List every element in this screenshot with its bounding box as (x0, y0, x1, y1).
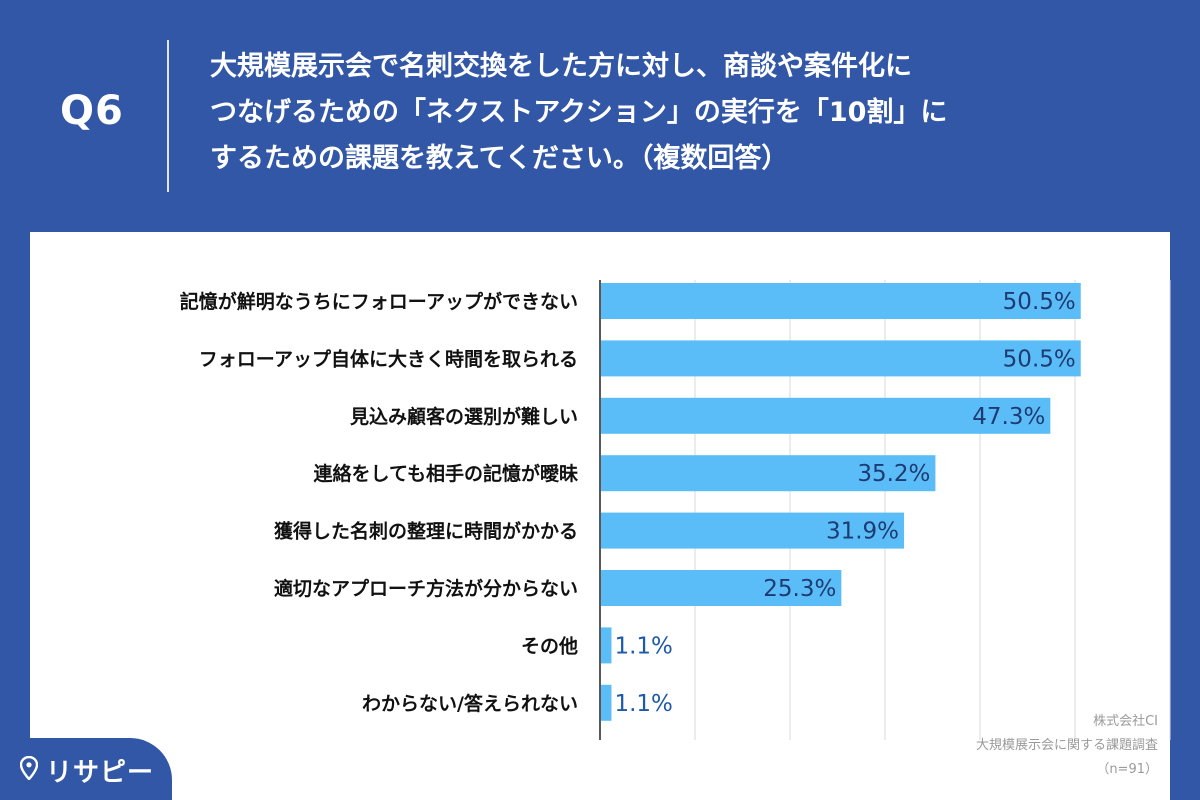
bar (601, 455, 936, 492)
value-label: 35.2% (857, 461, 930, 487)
source-sample: （n=91） (1096, 762, 1158, 777)
logo-text: リサピー (46, 758, 155, 788)
bar (601, 283, 1081, 319)
value-label: 50.5% (1003, 346, 1076, 372)
value-label: 1.1% (614, 633, 672, 659)
value-label: 47.3% (972, 404, 1045, 430)
source-company: 株式会社CI (1093, 714, 1158, 729)
bar (601, 512, 905, 549)
value-label: 1.1% (614, 691, 672, 717)
value-label: 50.5% (1003, 289, 1076, 315)
question-number: Q6 (60, 88, 124, 134)
category-label: その他 (521, 634, 578, 657)
category-label: 獲得した名刺の整理に時間がかかる (274, 520, 578, 543)
value-label: 31.9% (826, 519, 899, 545)
source-survey: 大規模展示会に関する課題調査 (975, 738, 1158, 753)
category-label: フォローアップ自体に大きく時間を取られる (199, 347, 578, 370)
value-label: 25.3% (763, 576, 836, 602)
question-text: 大規模展示会で名刺交換をした方に対し、商談や案件化に つなげるための「ネクストア… (210, 44, 1170, 182)
bar (601, 397, 1051, 434)
value-labels: 50.5% 50.5% 47.3% 35.2% 31.9% 25.3% 1.1% 1.1% (614, 289, 1075, 717)
question-line-2: つなげるための「ネクストアクション」の実行を「10割」に (210, 97, 948, 128)
bar (601, 684, 612, 721)
bars (601, 283, 1081, 721)
header: Q6 大規模展示会で名刺交換をした方に対し、商談や案件化に つなげるための「ネク… (0, 0, 1200, 232)
source-note: 株式会社CI 大規模展示会に関する課題調査 （n=91） (976, 710, 1158, 782)
category-label: 連絡をしても相手の記憶が曖昧 (314, 462, 579, 485)
question-line-1: 大規模展示会で名刺交換をした方に対し、商談や案件化に (210, 51, 912, 82)
brand-logo: リサピー (0, 738, 172, 800)
category-label: わからない/答えられない (362, 692, 578, 715)
bar (601, 627, 612, 664)
question-line-3: するための課題を教えてください。（複数回答） (210, 143, 789, 174)
bar (601, 570, 842, 606)
bar (601, 340, 1081, 377)
category-labels: 記憶が鮮明なうちにフォローアップができないフォローアップ自体に大きく時間を取られ… (180, 290, 579, 715)
map-pin-icon (20, 756, 38, 780)
header-divider (167, 40, 169, 192)
category-label: 見込み顧客の選別が難しい (350, 405, 578, 428)
category-label: 適切なアプローチ方法が分からない (274, 577, 578, 600)
category-label: 記憶が鮮明なうちにフォローアップができない (180, 290, 578, 313)
